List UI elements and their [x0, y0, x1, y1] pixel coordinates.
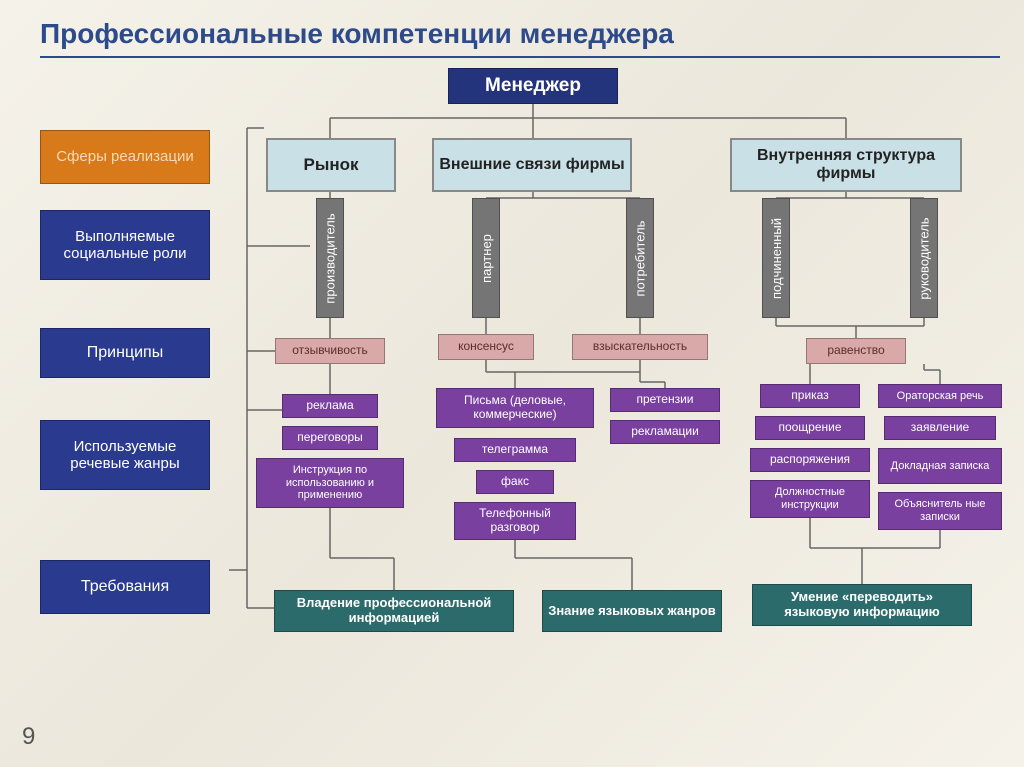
- gen-claims: претензии: [610, 388, 720, 412]
- gen-fax: факс: [476, 470, 554, 494]
- role-partner: партнер: [472, 198, 500, 318]
- side-roles: Выполняемые социальные роли: [40, 210, 210, 280]
- role-leader: руководитель: [910, 198, 938, 318]
- gen-appl: заявление: [884, 416, 996, 440]
- req-lang: Знание языковых жанров: [542, 590, 722, 632]
- sph-external: Внешние связи фирмы: [432, 138, 632, 192]
- connector-layer: [0, 0, 1024, 767]
- gen-ads: реклама: [282, 394, 378, 418]
- side-spheres: Сферы реализации: [40, 130, 210, 184]
- sph-market: Рынок: [266, 138, 396, 192]
- gen-speech: Ораторская речь: [878, 384, 1002, 408]
- title-underline: [40, 56, 1000, 58]
- prin-consensus: консенсус: [438, 334, 534, 360]
- gen-letters: Письма (деловые, коммерческие): [436, 388, 594, 428]
- req-translate: Умение «переводить» языковую информацию: [752, 584, 972, 626]
- gen-report: Докладная записка: [878, 448, 1002, 484]
- prin-equality: равенство: [806, 338, 906, 364]
- gen-telegram: телеграмма: [454, 438, 576, 462]
- gen-negot: переговоры: [282, 426, 378, 450]
- gen-dispos: распоряжения: [750, 448, 870, 472]
- side-reqs: Требования: [40, 560, 210, 614]
- role-subord: подчиненный: [762, 198, 790, 318]
- gen-order: приказ: [760, 384, 860, 408]
- role-producer: производитель: [316, 198, 344, 318]
- gen-reward: поощрение: [755, 416, 865, 440]
- page-number: 9: [22, 723, 35, 751]
- prin-responsive: отзывчивость: [275, 338, 385, 364]
- gen-jobinstr: Должностные инструкции: [750, 480, 870, 518]
- sph-internal: Внутренняя структура фирмы: [730, 138, 962, 192]
- gen-instr: Инструкция по использованию и применению: [256, 458, 404, 508]
- role-consumer: потребитель: [626, 198, 654, 318]
- root: Менеджер: [448, 68, 618, 104]
- prin-demanding: взыскательность: [572, 334, 708, 360]
- gen-explan: Объяснитель ные записки: [878, 492, 1002, 530]
- side-genres: Используемые речевые жанры: [40, 420, 210, 490]
- side-principles: Принципы: [40, 328, 210, 378]
- page-title: Профессиональные компетенции менеджера: [40, 18, 674, 50]
- req-prof: Владение профессиональной информацией: [274, 590, 514, 632]
- gen-phone: Телефонный разговор: [454, 502, 576, 540]
- gen-reclam: рекламации: [610, 420, 720, 444]
